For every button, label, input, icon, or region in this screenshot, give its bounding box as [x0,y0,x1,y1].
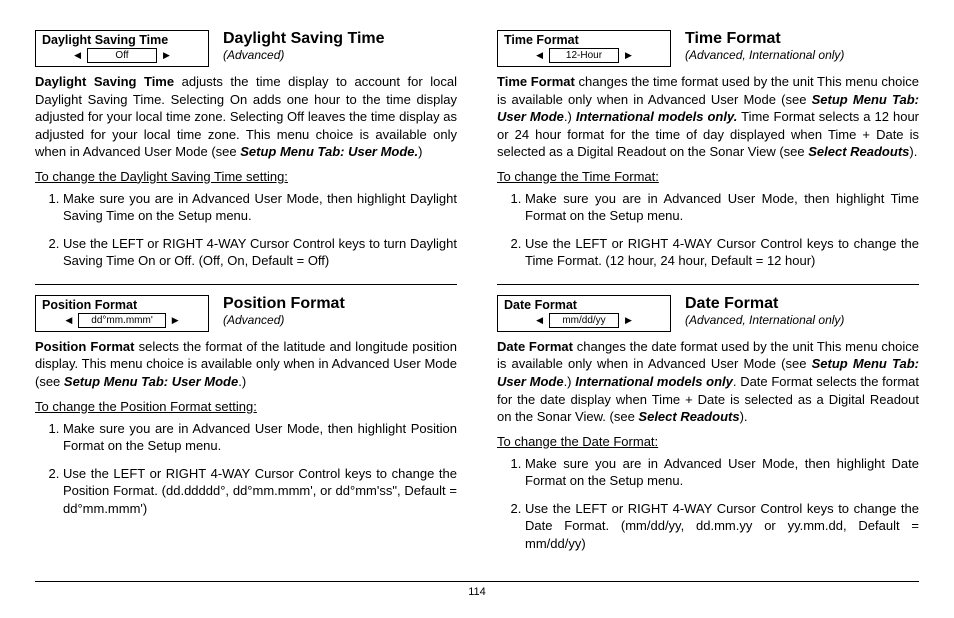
page-columns: Daylight Saving Time ◀ Off ▶ Daylight Sa… [35,30,919,577]
ref-text: Setup Menu Tab: User Mode [64,374,238,389]
procedure-steps: Make sure you are in Advanced User Mode,… [35,190,457,270]
procedure-steps: Make sure you are in Advanced User Mode,… [497,190,919,270]
ref-text: Setup Menu Tab: User Mode. [240,144,418,159]
step-item: Make sure you are in Advanced User Mode,… [525,190,919,225]
lead-term: Time Format [497,74,575,89]
menu-selector: ◀ dd°mm.mmm' ▶ [42,313,202,328]
section-date-format: Date Format ◀ mm/dd/yy ▶ Date Format (Ad… [497,295,919,552]
menu-box-dst: Daylight Saving Time ◀ Off ▶ [35,30,209,67]
step-item: Make sure you are in Advanced User Mode,… [63,420,457,455]
section-time-format: Time Format ◀ 12-Hour ▶ Time Format (Adv… [497,30,919,270]
section-title: Position Format [223,295,457,313]
arrow-left-icon: ◀ [536,316,543,325]
procedure-title: To change the Daylight Saving Time setti… [35,169,457,184]
section-subtitle: (Advanced) [223,48,457,62]
arrow-right-icon: ▶ [625,316,632,325]
section-header: Date Format ◀ mm/dd/yy ▶ Date Format (Ad… [497,295,919,332]
step-item: Make sure you are in Advanced User Mode,… [525,455,919,490]
menu-label: Position Format [42,298,202,312]
mid-text: .) [564,109,576,124]
step-item: Make sure you are in Advanced User Mode,… [63,190,457,225]
arrow-left-icon: ◀ [536,51,543,60]
intl-text: International models only. [576,109,737,124]
title-block: Time Format (Advanced, International onl… [685,30,919,62]
procedure-steps: Make sure you are in Advanced User Mode,… [497,455,919,553]
menu-label: Date Format [504,298,664,312]
description: Daylight Saving Time adjusts the time di… [35,73,457,161]
ref-text-2: Select Readouts [638,409,739,424]
section-title: Time Format [685,30,919,48]
right-column: Time Format ◀ 12-Hour ▶ Time Format (Adv… [497,30,919,577]
section-header: Time Format ◀ 12-Hour ▶ Time Format (Adv… [497,30,919,67]
arrow-right-icon: ▶ [625,51,632,60]
intl-text: International models only [575,374,733,389]
section-header: Position Format ◀ dd°mm.mmm' ▶ Position … [35,295,457,332]
menu-value: dd°mm.mmm' [78,313,165,328]
title-block: Date Format (Advanced, International onl… [685,295,919,327]
step-item: Use the LEFT or RIGHT 4-WAY Cursor Contr… [525,235,919,270]
arrow-right-icon: ▶ [172,316,179,325]
description: Time Format changes the time format used… [497,73,919,161]
menu-selector: ◀ 12-Hour ▶ [504,48,664,63]
description: Position Format selects the format of th… [35,338,457,391]
tail-text: .) [238,374,246,389]
menu-value: Off [87,48,157,63]
section-position-format: Position Format ◀ dd°mm.mmm' ▶ Position … [35,295,457,517]
menu-box-position: Position Format ◀ dd°mm.mmm' ▶ [35,295,209,332]
step-item: Use the LEFT or RIGHT 4-WAY Cursor Contr… [525,500,919,553]
left-column: Daylight Saving Time ◀ Off ▶ Daylight Sa… [35,30,457,577]
section-header: Daylight Saving Time ◀ Off ▶ Daylight Sa… [35,30,457,67]
step-item: Use the LEFT or RIGHT 4-WAY Cursor Contr… [63,235,457,270]
section-dst: Daylight Saving Time ◀ Off ▶ Daylight Sa… [35,30,457,270]
section-title: Date Format [685,295,919,313]
menu-box-time: Time Format ◀ 12-Hour ▶ [497,30,671,67]
menu-value: 12-Hour [549,48,619,63]
menu-label: Daylight Saving Time [42,33,202,47]
menu-selector: ◀ Off ▶ [42,48,202,63]
lead-term: Date Format [497,339,573,354]
step-item: Use the LEFT or RIGHT 4-WAY Cursor Contr… [63,465,457,518]
section-title: Daylight Saving Time [223,30,457,48]
section-subtitle: (Advanced, International only) [685,313,919,327]
tail-text: ) [418,144,422,159]
procedure-title: To change the Date Format: [497,434,919,449]
arrow-left-icon: ◀ [65,316,72,325]
procedure-title: To change the Time Format: [497,169,919,184]
section-subtitle: (Advanced, International only) [685,48,919,62]
tail-text: ). [909,144,917,159]
lead-term: Position Format [35,339,134,354]
lead-term: Daylight Saving Time [35,74,174,89]
mid-text: .) [564,374,576,389]
page-number: 114 [35,581,919,598]
title-block: Position Format (Advanced) [223,295,457,327]
menu-value: mm/dd/yy [549,313,619,328]
menu-box-date: Date Format ◀ mm/dd/yy ▶ [497,295,671,332]
procedure-steps: Make sure you are in Advanced User Mode,… [35,420,457,518]
menu-label: Time Format [504,33,664,47]
section-divider [35,284,457,285]
title-block: Daylight Saving Time (Advanced) [223,30,457,62]
ref-text-2: Select Readouts [808,144,909,159]
arrow-right-icon: ▶ [163,51,170,60]
section-divider [497,284,919,285]
tail-text: ). [740,409,748,424]
arrow-left-icon: ◀ [74,51,81,60]
procedure-title: To change the Position Format setting: [35,399,457,414]
description: Date Format changes the date format used… [497,338,919,426]
menu-selector: ◀ mm/dd/yy ▶ [504,313,664,328]
section-subtitle: (Advanced) [223,313,457,327]
